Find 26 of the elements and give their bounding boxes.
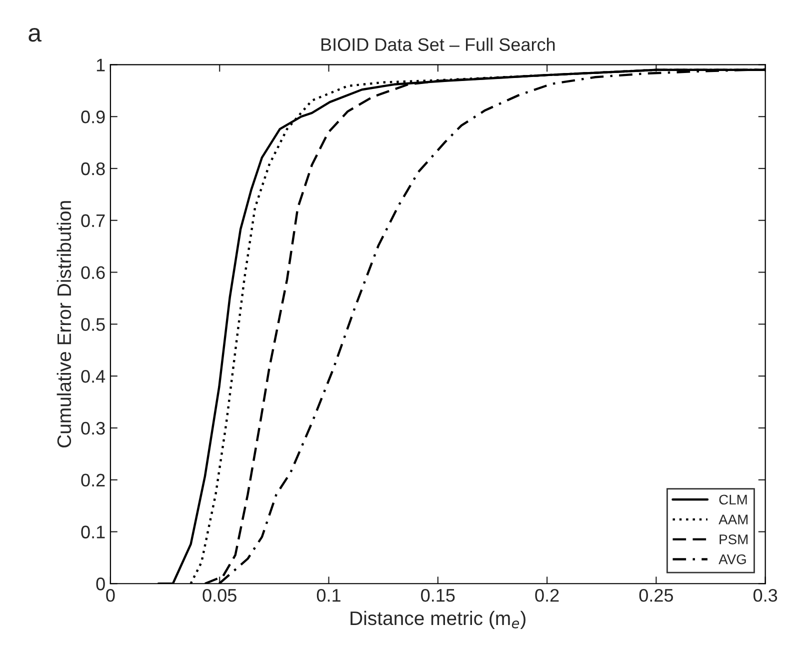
y-tick-label: 0.6 — [81, 266, 105, 279]
y-tick-label: 0.1 — [81, 526, 105, 538]
x-tick-label: 0.3 — [753, 588, 778, 602]
legend-label: CLM — [719, 494, 747, 505]
y-tick-label: 0.2 — [81, 474, 105, 487]
x-tick-label: 0.2 — [535, 588, 559, 602]
text: a — [28, 28, 42, 42]
x-tick-label: 0.1 — [316, 588, 340, 602]
y-tick-label: 0.4 — [81, 370, 106, 383]
legend-label: AVG — [718, 554, 746, 564]
x-tick-label: 0.15 — [421, 588, 455, 602]
chart-title: BIOID Data Set – Full Search — [321, 38, 555, 51]
y-tick-label: 0.5 — [81, 318, 105, 331]
y-tick-label: 1 — [96, 58, 105, 72]
y-axis-title: Cumulative Error Distribution — [56, 201, 72, 448]
x-tick-label: 0.05 — [202, 588, 236, 602]
legend-label: PSM — [720, 534, 748, 544]
x-tick-label: 0.25 — [639, 588, 673, 602]
x-tick-label: 0 — [106, 588, 115, 602]
y-tick-label: 0 — [96, 578, 105, 590]
legend-label: AAM — [718, 514, 748, 524]
x-axis-title: Distance metric (m$_{e}$) — [350, 610, 526, 629]
y-tick-label: 0.8 — [81, 162, 105, 176]
y-tick-label: 0.3 — [81, 422, 105, 435]
y-tick-label: 0.9 — [81, 110, 105, 124]
y-tick-label: 0.7 — [81, 214, 105, 228]
